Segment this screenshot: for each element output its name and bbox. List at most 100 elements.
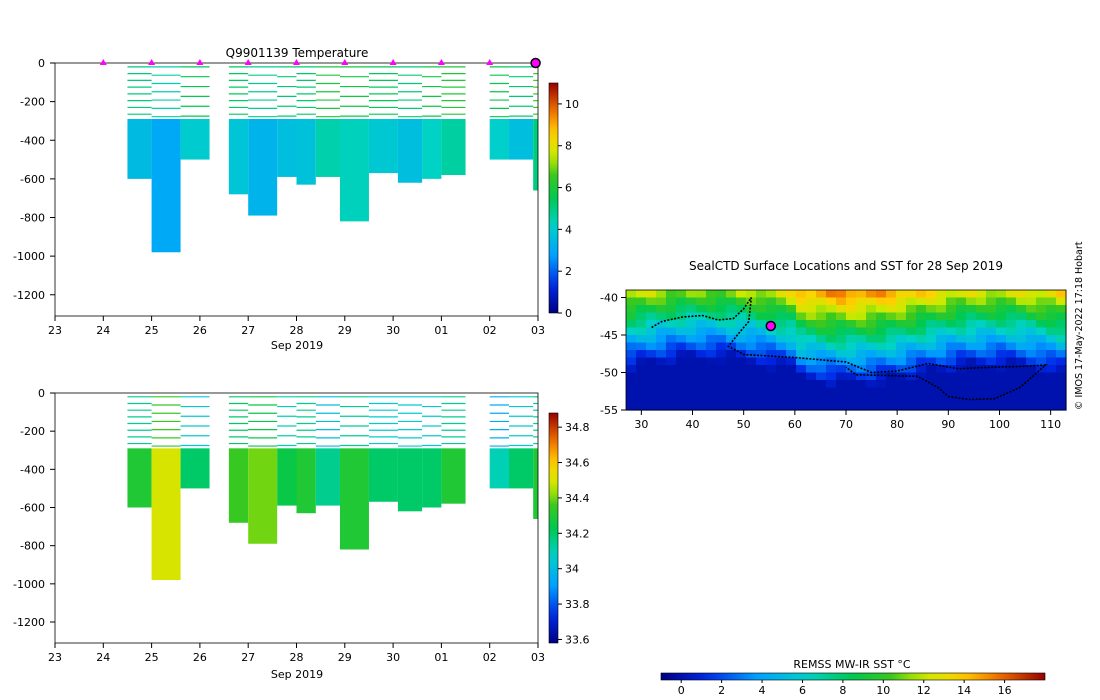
sst-map-cell	[806, 290, 817, 299]
sst-map-cell	[1016, 402, 1027, 411]
sst-map-cell	[836, 297, 847, 306]
sst-map-cell	[706, 365, 717, 374]
sst-map-cell	[816, 335, 827, 344]
sst-map-cell	[856, 312, 867, 321]
sst-map-cell	[966, 387, 977, 396]
sst-map-cell	[776, 320, 787, 329]
sst-map-cell	[636, 335, 647, 344]
sst-map-cell	[746, 312, 757, 321]
sst-map-cell	[876, 372, 887, 381]
sst-map-cell	[936, 312, 947, 321]
sst-map-cell	[646, 395, 657, 404]
sst-map-cell	[906, 327, 917, 336]
sst-map-cell	[766, 357, 777, 366]
sst-map-cell	[896, 342, 907, 351]
sst-map-cell	[986, 297, 997, 306]
sst-map-cell	[836, 372, 847, 381]
sst-map-cell	[656, 395, 667, 404]
sst-map-cell	[696, 395, 707, 404]
sst-map-cell	[976, 320, 987, 329]
sst-map-cell	[866, 357, 877, 366]
temperature-plot-area	[55, 63, 538, 316]
sst-map-cell	[876, 320, 887, 329]
sst-map-cell	[686, 305, 697, 314]
sst-map-cell	[646, 305, 657, 314]
sst-map-cell	[1036, 305, 1047, 314]
sst-colorbar-tick-label: 12	[917, 684, 931, 697]
sst-map-cell	[1036, 387, 1047, 396]
sst-map-cell	[806, 327, 817, 336]
salinity-x-tick-label: 27	[241, 651, 255, 664]
sst-map-cell	[876, 387, 887, 396]
sst-map-cell	[916, 402, 927, 411]
sst-map-cell	[656, 305, 667, 314]
sst-map-cell	[936, 387, 947, 396]
sst-map-cell	[966, 342, 977, 351]
sst-map-cell	[1036, 312, 1047, 321]
sst-map-cell	[856, 342, 867, 351]
sst-map-cell	[696, 365, 707, 374]
sst-map-cell	[756, 335, 767, 344]
sst-map-cell	[756, 402, 767, 411]
sst-map-cell	[646, 357, 657, 366]
temperature-y-tick-label: -400	[20, 134, 45, 147]
sst-map-cell	[1046, 387, 1057, 396]
sst-map-cell	[996, 342, 1007, 351]
sst-map-cell	[666, 342, 677, 351]
sst-map-cell	[676, 395, 687, 404]
sst-map-cell	[896, 350, 907, 359]
sst-map-cell	[686, 335, 697, 344]
sst-map-cell	[746, 357, 757, 366]
sst-map-cell	[876, 380, 887, 389]
sst-map-cell	[1006, 402, 1017, 411]
sst-map-cell	[1026, 380, 1037, 389]
sst-map-cell	[886, 387, 897, 396]
sst-map-cell	[636, 372, 647, 381]
sst-map-cell	[626, 387, 637, 396]
temperature-profile-bar	[228, 119, 249, 195]
sst-map-cell	[636, 342, 647, 351]
sst-map-cell	[906, 357, 917, 366]
sst-map-cell	[1006, 305, 1017, 314]
salinity-x-tick-label: 24	[96, 651, 110, 664]
sst-map-cell	[726, 297, 737, 306]
sst-map-cell	[916, 305, 927, 314]
sst-map-cell	[836, 402, 847, 411]
salinity-x-tick-label: 30	[386, 651, 400, 664]
sst-map-cell	[816, 365, 827, 374]
sst-map-cell	[906, 297, 917, 306]
sst-map-cell	[686, 290, 697, 299]
sst-map-cell	[1016, 335, 1027, 344]
sst-map-cell	[846, 350, 857, 359]
sst-map-cell	[866, 402, 877, 411]
sst-map-cell	[986, 387, 997, 396]
sst-map-cell	[666, 305, 677, 314]
sst-map-cell	[776, 305, 787, 314]
temperature-x-tick-label: 27	[241, 324, 255, 337]
sst-map-cell	[916, 335, 927, 344]
sst-map-cell	[916, 372, 927, 381]
sst-map-cell	[996, 350, 1007, 359]
salinity-colorbar-tick-label: 33.6	[565, 633, 590, 646]
sst-map-cell	[666, 365, 677, 374]
sst-map-cell	[936, 320, 947, 329]
sst-map-cell	[806, 297, 817, 306]
sst-map-cell	[656, 320, 667, 329]
sst-map-cell	[986, 402, 997, 411]
temperature-colorbar-tick-label: 10	[565, 98, 579, 111]
sst-map-cell	[916, 290, 927, 299]
sst-map-cell	[906, 350, 917, 359]
sst-map-cell	[986, 380, 997, 389]
sst-map-cell	[676, 402, 687, 411]
sst-map-cell	[976, 357, 987, 366]
sst-map-cell	[646, 365, 657, 374]
sst-map-cell	[996, 320, 1007, 329]
salinity-colorbar-tick-label: 34.8	[565, 421, 590, 434]
sst-map-cell	[736, 335, 747, 344]
sst-map-cell	[956, 350, 967, 359]
sst-map-cell	[696, 297, 707, 306]
temperature-profile-bar	[339, 119, 369, 222]
sst-map-cell	[696, 312, 707, 321]
sst-map-cell	[956, 395, 967, 404]
